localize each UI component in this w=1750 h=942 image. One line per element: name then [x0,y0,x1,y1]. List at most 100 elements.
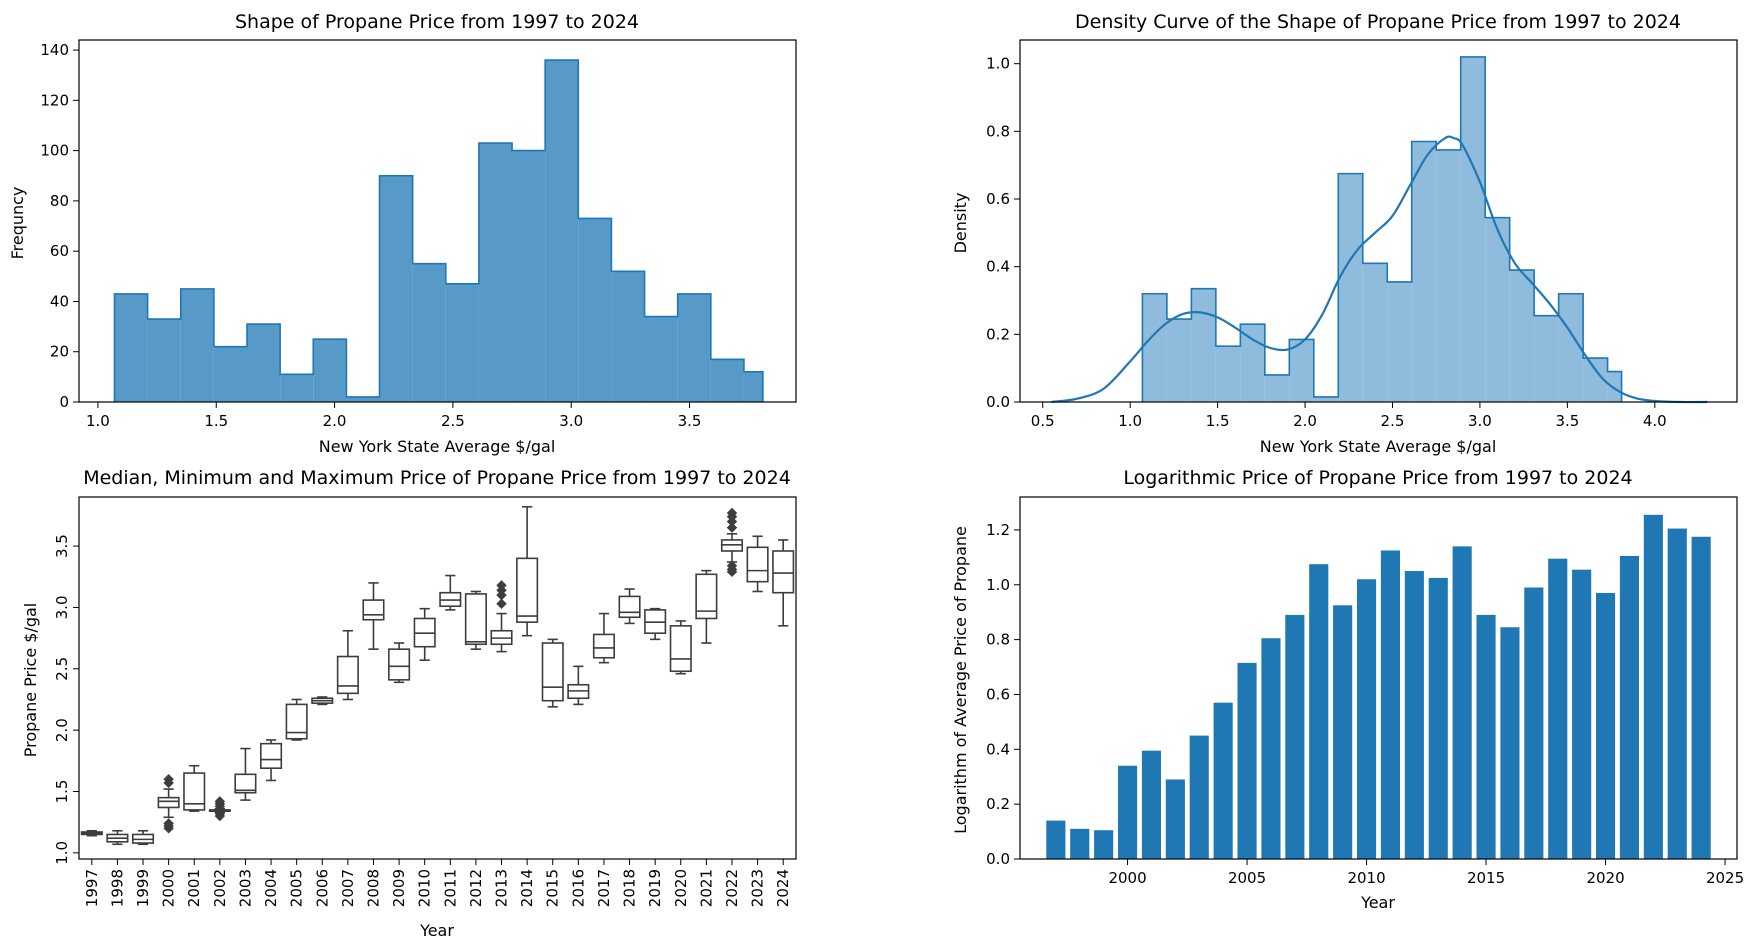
histogram-y-label: Frequncy [8,187,27,260]
log-bar-y-tick-label: 0.2 [986,795,1010,813]
log-bar [1619,555,1640,859]
box-outlier [496,598,507,609]
density-bar [1338,173,1363,402]
density-bar [1362,263,1388,402]
histogram-bar [313,339,347,402]
density-bar [1166,319,1192,402]
box-outlier [726,507,738,519]
boxplot-panel: Median, Minimum and Maximum Price of Pro… [21,467,797,940]
log-bar [1476,614,1496,859]
log-bar [1428,577,1448,859]
density-bar [1215,346,1241,402]
box-iqr [336,655,359,695]
density-y-label: Density [951,193,970,254]
boxplot-y-label: Propane Price $/gal [21,603,40,758]
boxplot-x-tick-label: 2023 [749,869,767,907]
density-y-tick-label: 0.2 [986,325,1010,343]
log-bar-x-tick-label: 2000 [1108,869,1146,887]
boxplot-x-tick-label: 2006 [313,869,331,907]
log-bar [1141,750,1162,859]
boxplot-x-tick-label: 2024 [774,869,792,907]
log-bar [1524,587,1544,859]
log-bar [1046,820,1066,859]
boxplot-x-tick-label: 2009 [390,869,408,907]
density-bar [1191,288,1216,402]
box-outlier [163,774,174,785]
box-iqr [541,642,564,702]
density-x-tick-label: 3.0 [1468,412,1492,430]
boxplot-x-tick-label: 2012 [467,869,485,907]
density-x-tick-label: 2.0 [1293,412,1317,430]
histogram-x-tick-label: 3.0 [559,412,583,430]
density-panel: Density Curve of the Shape of Propane Pr… [951,11,1738,456]
histogram-bar [280,374,314,402]
histogram-y-tick-label: 0 [59,393,69,411]
box-iqr [234,773,257,794]
box-iqr [772,550,795,594]
boxplot-axes-frame [78,496,797,860]
histogram-y-tick-label: 40 [50,292,69,310]
log-bar-y-tick-label: 0.8 [986,631,1010,649]
density-title: Density Curve of the Shape of Propane Pr… [1075,11,1681,33]
boxplot-x-tick-label: 2013 [493,869,511,907]
histogram-y-tick-label: 20 [50,343,69,361]
log-bar [1333,605,1353,859]
histogram-y-tick-label: 140 [40,41,69,59]
boxplot-title: Median, Minimum and Maximum Price of Pro… [83,467,791,489]
histogram-step-outline [113,59,764,402]
log-bar [1237,662,1257,859]
boxplot-x-label: Year [419,921,454,940]
boxplot-y-tick-label: 3.5 [53,534,71,558]
log-bar [1309,564,1329,859]
log-bar-x-label: Year [1360,893,1395,912]
log-bar [1117,765,1138,859]
boxplot-y-tick-label: 2.5 [53,657,71,681]
histogram-bar [114,293,148,402]
histogram-bar [611,271,645,402]
log-bar [1691,536,1711,859]
box-outlier [163,818,174,829]
boxplot-y-tick-label: 1.5 [53,780,71,804]
histogram-y-tick-label: 60 [50,242,69,260]
histogram-x-tick-label: 1.5 [204,412,228,430]
log-bar-y-label: Logarithm of Average Price of Propane [951,526,970,834]
box-outlier [726,522,738,533]
log-bar-x-tick-label: 2010 [1347,869,1385,887]
density-x-tick-label: 2.5 [1381,412,1405,430]
density-bar [1558,293,1584,402]
density-bar [1411,141,1437,402]
boxplot-x-tick-label: 2021 [697,869,715,907]
box-iqr [669,625,692,673]
histogram-bar [478,143,513,402]
histogram-bar [743,371,763,402]
density-x-label: New York State Average $/gal [1260,437,1497,456]
log-bar-title: Logarithmic Price of Propane Price from … [1123,467,1632,489]
histogram-bar [213,346,248,402]
boxplot-y-tick-label: 2.0 [53,718,71,742]
density-bar [1240,324,1265,402]
log-bar-x-tick-label: 2015 [1467,869,1505,887]
density-bar [1436,149,1461,402]
log-bar [1404,571,1424,859]
box-outlier [726,560,738,571]
boxplot-x-tick-label: 2002 [211,869,229,907]
boxplot-x-tick-label: 2016 [569,869,587,907]
density-bar [1313,396,1339,402]
log-bar-y-tick-label: 1.0 [986,576,1010,594]
box-iqr [388,648,411,681]
log-bar [1667,528,1687,859]
density-y-tick-label: 1.0 [986,55,1010,73]
log-bar [1165,779,1185,859]
density-x-tick-label: 1.0 [1118,412,1142,430]
density-bar [1509,270,1535,402]
boxplot-x-tick-label: 1999 [134,869,152,907]
boxplot-x-tick-label: 2010 [416,869,434,907]
histogram-bar [247,324,281,402]
histogram-x-tick-label: 3.5 [678,412,702,430]
histogram-bar [346,396,380,402]
box-iqr [464,593,487,646]
density-bar [1485,217,1510,402]
histogram-x-label: New York State Average $/gal [319,437,556,456]
log-bar [1572,569,1592,859]
density-bar [1289,339,1314,402]
